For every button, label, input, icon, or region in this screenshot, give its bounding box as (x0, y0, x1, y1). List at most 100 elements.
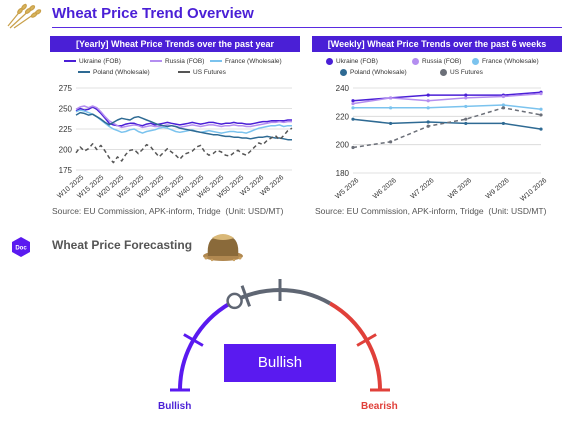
series-line-poland-wholesale (75, 111, 292, 141)
data-point-russia-fob (351, 101, 355, 106)
data-point-us-futures (501, 106, 505, 110)
weekly-legend-france-wholesale: France (Wholesale) (472, 58, 539, 65)
data-point-poland-wholesale (426, 120, 430, 124)
data-point-russia-fob (426, 99, 430, 103)
data-point-russia-fob (539, 92, 543, 96)
yearly-legend-russia-fob: Russia (FOB) (150, 58, 204, 65)
data-point-us-futures (426, 124, 430, 128)
data-point-ukraine-fob (426, 93, 430, 97)
y-tick-label: 220 (336, 112, 350, 121)
data-point-russia-fob (389, 96, 393, 100)
gauge-bullish-end-label: Bullish (158, 401, 192, 412)
data-point-poland-wholesale (389, 121, 393, 126)
yearly-source-text: Source: EU Commission, APK-inform, Tridg… (52, 206, 221, 216)
legend-swatch (326, 58, 333, 65)
legend-swatch (412, 58, 419, 65)
data-point-france-wholesale (501, 103, 505, 107)
data-point-poland-wholesale (351, 117, 355, 121)
wheat-sack-icon (203, 234, 243, 262)
x-tick-label: W6 2026 (372, 177, 398, 200)
gauge-tick (183, 333, 204, 347)
legend-swatch (78, 71, 90, 74)
data-point-us-futures (464, 117, 468, 121)
yearly-source-note: Source: EU Commission, APK-inform, Tridg… (52, 206, 283, 216)
legend-label: US Futures (193, 69, 226, 76)
series-line-us-futures (75, 127, 293, 164)
weekly-legend-us-futures: US Futures (440, 69, 483, 76)
legend-swatch (64, 60, 76, 63)
legend-label: Russia (FOB) (165, 58, 205, 65)
data-point-france-wholesale (464, 104, 468, 109)
y-tick-label: 180 (336, 169, 350, 178)
legend-swatch (150, 60, 162, 63)
legend-swatch (472, 58, 479, 65)
data-point-poland-wholesale (539, 127, 543, 131)
series-line-us-futures (352, 107, 542, 149)
gauge-sentiment-label: Bullish (224, 344, 336, 382)
weekly-legend-poland-wholesale: Poland (Wholesale) (340, 69, 407, 76)
data-point-poland-wholesale (501, 121, 505, 126)
gauge-indicator (226, 292, 243, 310)
y-tick-label: 250 (59, 105, 73, 114)
gauge-tick (356, 333, 377, 347)
gauge-bullish-arc (178, 301, 232, 391)
series-line-france-wholesale (75, 109, 292, 134)
legend-label: US Futures (450, 69, 483, 77)
wheat-icon (7, 3, 42, 29)
legend-label: Poland (Wholesale) (350, 69, 407, 77)
x-tick-label: W5 2026 (334, 177, 360, 200)
series-line-russia-fob (352, 92, 542, 105)
legend-swatch (210, 60, 222, 63)
series-line-poland-wholesale (352, 118, 542, 130)
data-point-us-futures (351, 145, 355, 150)
legend-label: Ukraine (FOB) (79, 58, 121, 65)
x-tick-label: W7 2026 (410, 177, 436, 200)
page-title: Wheat Price Trend Overview (52, 5, 254, 22)
series-line-france-wholesale (353, 104, 542, 111)
legend-label: France (Wholesale) (482, 58, 539, 66)
gauge-tick (240, 285, 251, 307)
legend-label: Ukraine (FOB) (336, 58, 378, 66)
data-point-france-wholesale (426, 106, 430, 110)
weekly-legend-ukraine-fob: Ukraine (FOB) (326, 58, 378, 65)
data-point-us-futures (389, 140, 393, 144)
doc-badge-label: Doc (15, 246, 27, 252)
weekly-unit-text: (Unit: USD/MT) (488, 206, 547, 216)
data-point-russia-fob (501, 94, 505, 99)
yearly-legend-poland-wholesale: Poland (Wholesale) (78, 69, 150, 76)
forecast-title: Wheat Price Forecasting (52, 238, 193, 252)
yearly-chart-title: [Yearly] Wheat Price Trends over the pas… (50, 36, 300, 52)
weekly-chart-title: [Weekly] Wheat Price Trends over the pas… (312, 36, 562, 52)
legend-label: France (Wholesale) (225, 58, 282, 65)
legend-swatch (178, 71, 190, 74)
yearly-unit-text: (Unit: USD/MT) (225, 206, 284, 216)
data-point-france-wholesale (351, 106, 355, 110)
x-tick-label: W9 2026 (485, 177, 511, 200)
y-tick-label: 225 (59, 125, 73, 134)
weekly-source-text: Source: EU Commission, APK-inform, Tridg… (315, 206, 484, 216)
doc-badge-icon: Doc (12, 237, 30, 257)
x-tick-label: W10 2026 (519, 177, 548, 203)
weekly-legend-russia-fob: Russia (FOB) (412, 58, 461, 65)
weekly-legend: Ukraine (FOB) Russia (FOB) France (Wholesa… (312, 58, 562, 80)
yearly-legend-france-wholesale: France (Wholesale) (210, 58, 282, 65)
legend-swatch (340, 69, 347, 76)
data-point-us-futures (539, 113, 543, 117)
yearly-legend-ukraine-fob: Ukraine (FOB) (64, 58, 121, 65)
data-point-ukraine-fob (464, 93, 468, 97)
y-tick-label: 240 (336, 84, 350, 93)
y-tick-label: 275 (59, 84, 73, 93)
forecast-gauge (170, 279, 390, 392)
legend-swatch (440, 69, 447, 76)
data-point-france-wholesale (389, 106, 393, 110)
x-tick-label: W8 2026 (447, 177, 473, 200)
y-tick-label: 200 (59, 146, 73, 155)
weekly-line-chart: 180 200 220 240 W5 2026 W6 2026 W7 2026 W8 2026… (334, 84, 548, 203)
data-point-russia-fob (464, 96, 468, 100)
title-divider (52, 27, 562, 28)
series-line-ukraine-fob (75, 106, 292, 127)
weekly-source-note: Source: EU Commission, APK-inform, Tridg… (315, 206, 546, 216)
y-tick-label: 175 (59, 166, 73, 175)
yearly-legend-us-futures: US Futures (178, 69, 226, 76)
